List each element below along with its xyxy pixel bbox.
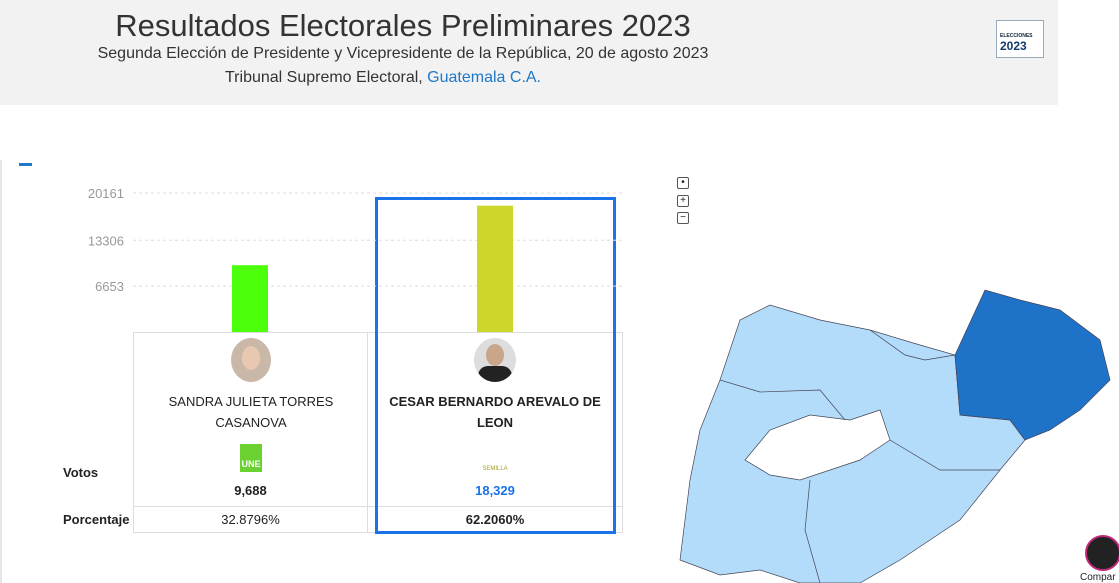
y-tick-label: 6653	[95, 279, 124, 294]
share-button[interactable]	[1085, 535, 1119, 571]
org-link[interactable]: Guatemala C.A.	[427, 69, 541, 86]
border	[889, 439, 1000, 471]
lake	[744, 409, 891, 481]
bar	[232, 265, 268, 332]
border	[869, 329, 956, 361]
party-logo: UNE	[240, 444, 262, 472]
region	[954, 289, 1111, 441]
header: Resultados Electorales Preliminares 2023…	[0, 0, 1058, 105]
border	[719, 379, 846, 421]
y-tick-label: 20161	[88, 186, 124, 201]
chart: 6653 13306 20161	[88, 186, 622, 332]
zoom-in[interactable]: +	[677, 195, 689, 207]
row-label: Porcentaje	[63, 512, 130, 527]
title: Resultados Electorales Preliminares 2023	[115, 8, 691, 43]
border	[804, 479, 821, 583]
map-reset[interactable]: •	[677, 177, 689, 189]
candidate-name: SANDRA JULIETA TORRES CASANOVA	[168, 394, 334, 430]
y-tick-label: 13306	[88, 233, 124, 248]
region	[679, 304, 1026, 583]
logo: ELECCIONES 2023	[996, 20, 1044, 58]
logo-year: 2023	[1000, 39, 1027, 53]
percent: 32.8796%	[221, 512, 280, 527]
candidate-name: CESAR BERNARDO AREVALO DE LEON	[389, 394, 601, 430]
photo	[231, 338, 271, 382]
collapse-bar[interactable]	[19, 163, 32, 166]
subtitle: Segunda Elección de Presidente y Vicepre…	[97, 45, 709, 62]
votes: 18,329	[475, 483, 515, 498]
party-logo: SEMILLA	[482, 466, 508, 472]
logo-text: ELECCIONES	[1000, 33, 1033, 39]
percent: 62.2060%	[465, 512, 525, 527]
votes: 9,688	[234, 483, 267, 498]
side-line	[0, 160, 2, 583]
row-label: Votos	[63, 465, 99, 480]
org: Tribunal Supremo Electoral,	[225, 69, 423, 86]
zoom-out[interactable]: −	[677, 212, 689, 224]
share-panel: Compar	[1074, 520, 1119, 583]
selected-box[interactable]	[375, 197, 616, 534]
org-line: Tribunal Supremo Electoral, Guatemala C.…	[0, 69, 766, 87]
bar	[477, 205, 513, 332]
photo	[474, 338, 516, 382]
share-label: Compar	[1080, 572, 1116, 583]
